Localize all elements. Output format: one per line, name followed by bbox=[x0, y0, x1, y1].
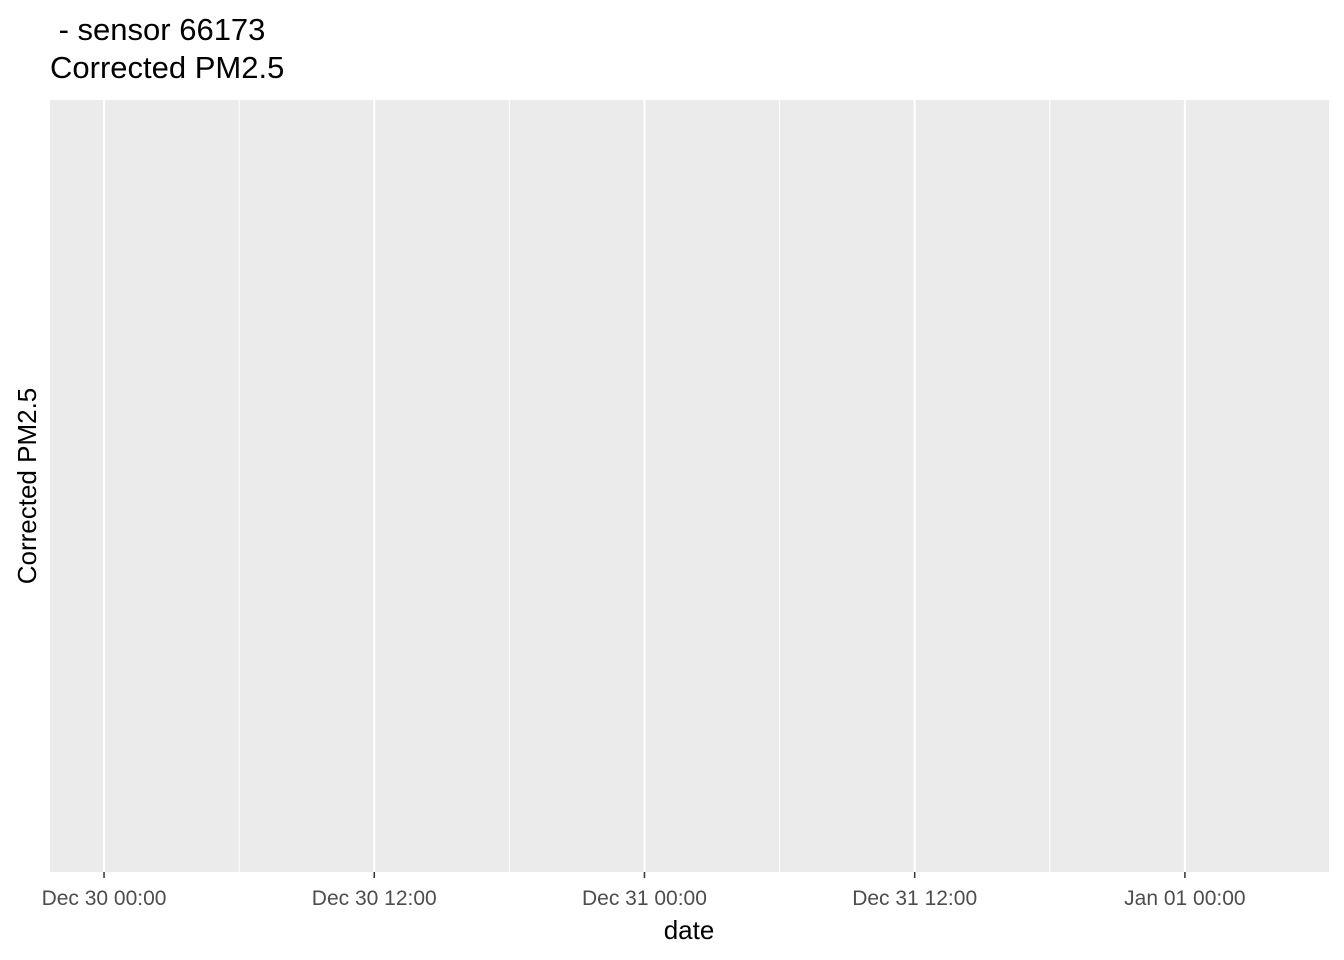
x-tick-label: Dec 30 12:00 bbox=[312, 887, 437, 910]
major-gridlines bbox=[103, 100, 1186, 872]
x-tick-label: Dec 31 12:00 bbox=[852, 887, 977, 910]
x-tick-label: Dec 31 00:00 bbox=[582, 887, 707, 910]
plot-panel bbox=[50, 100, 1329, 872]
y-axis-title: Corrected PM2.5 bbox=[12, 388, 42, 585]
minor-gridlines bbox=[238, 100, 1051, 872]
x-tick-label: Dec 30 00:00 bbox=[42, 887, 167, 910]
chart-title: - sensor 66173 bbox=[50, 12, 265, 47]
chart-subtitle: Corrected PM2.5 bbox=[50, 50, 284, 85]
x-axis-ticks bbox=[103, 872, 1186, 878]
x-axis-tick-labels: Dec 30 00:00 Dec 30 12:00 Dec 31 00:00 Dec … bbox=[42, 887, 1246, 910]
x-tick-label: Jan 01 00:00 bbox=[1124, 887, 1245, 910]
x-axis-title: date bbox=[664, 915, 715, 945]
